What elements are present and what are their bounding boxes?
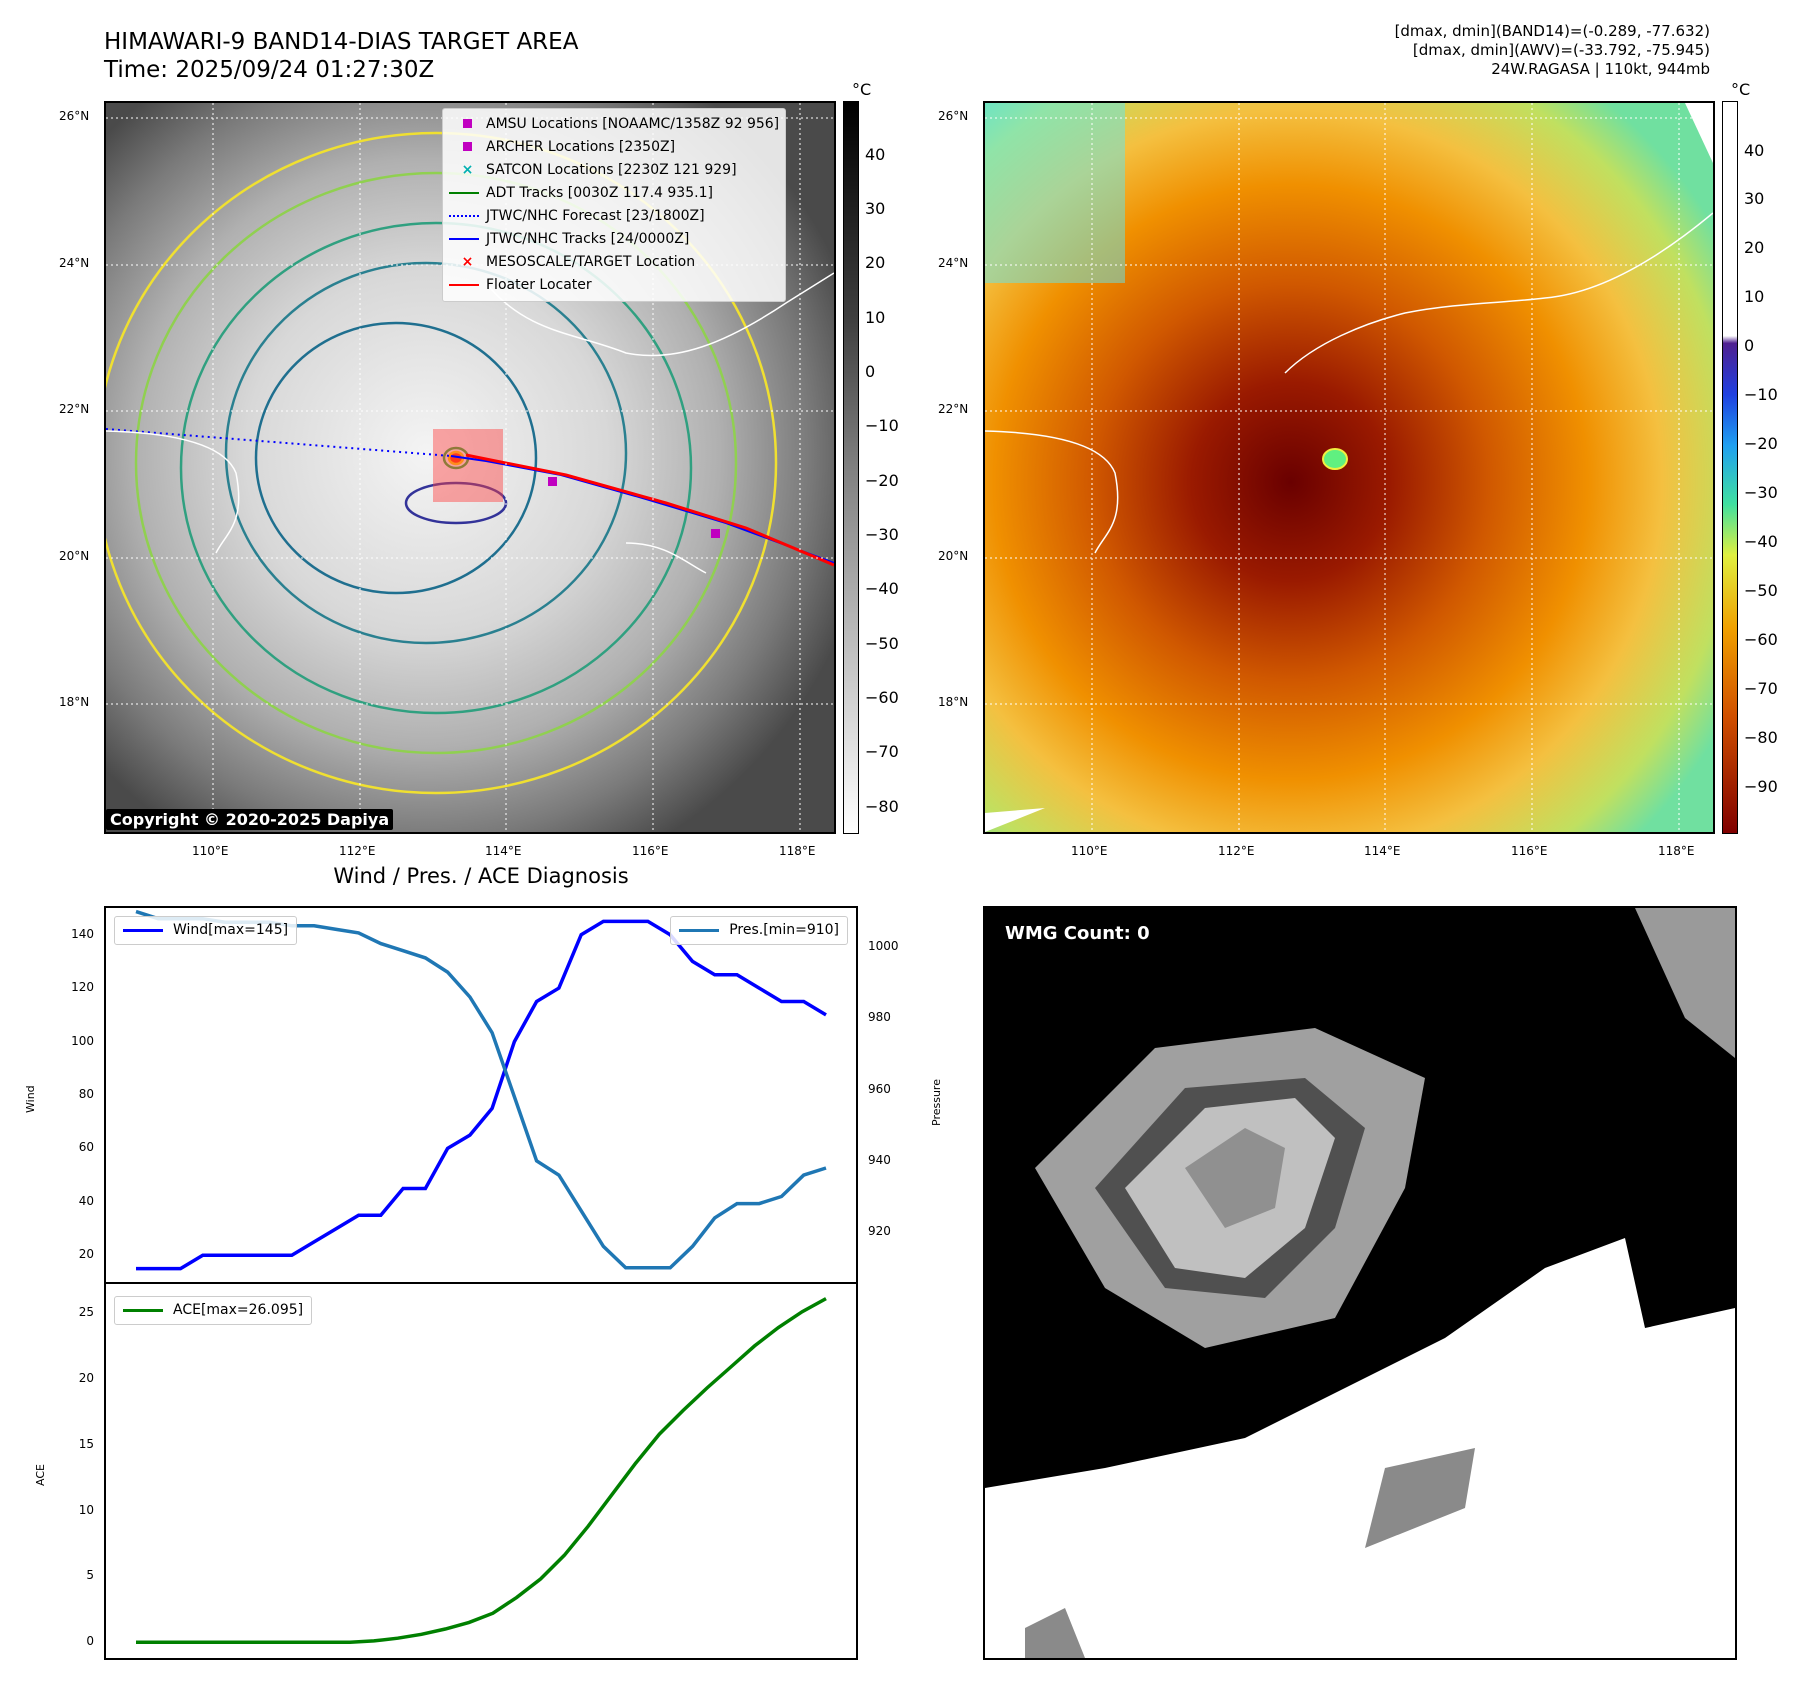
color-ir-map-panel <box>983 101 1715 834</box>
right-colorbar <box>1722 101 1738 834</box>
pressure-series-line <box>135 909 827 1270</box>
legend-item-floater: Floater Locater <box>449 274 779 297</box>
legend-item-forecast: JTWC/NHC Forecast [23/1800Z] <box>449 205 779 228</box>
right-lon-ticks: 110°E 112°E 114°E 116°E 118°E <box>1071 844 1695 858</box>
chart-title: HIMAWARI-9 BAND14-DIAS TARGET AREA Time:… <box>104 28 578 84</box>
left-lon-ticks: 110°E 112°E 114°E 116°E 118°E <box>192 844 816 858</box>
wind-ytick: 140 <box>71 926 94 941</box>
line-dot-icon <box>449 238 479 240</box>
stats-block: [dmax, dmin](BAND14)=(-0.289, -77.632) [… <box>1110 22 1710 79</box>
line-marker-icon <box>449 192 479 194</box>
ace-ytick: 5 <box>86 1568 94 1583</box>
line-marker-icon <box>449 284 479 286</box>
wind-pres-panel: Wind[max=145] Pres.[min=910] <box>104 906 858 1284</box>
ace-ytick: 20 <box>78 1370 94 1385</box>
pres-ytick: 980 <box>868 1010 891 1025</box>
wind-ytick: 20 <box>78 1247 94 1262</box>
wind-ytick: 80 <box>78 1087 94 1101</box>
floater-box <box>433 429 503 502</box>
wind-line-icon <box>123 928 163 932</box>
wind-axis-label: Wind <box>24 1085 37 1113</box>
ace-ytick: 10 <box>78 1502 94 1517</box>
title-line-2: Time: 2025/09/24 01:27:30Z <box>104 57 435 83</box>
white-region <box>985 1238 1735 1658</box>
coastline <box>985 212 1713 554</box>
legend-item-satcon: × SATCON Locations [2230Z 121 929] <box>449 159 779 182</box>
legend-item-tracks: JTWC/NHC Tracks [24/0000Z] <box>449 228 779 251</box>
copyright-label: Copyright © 2020-2025 Dapiya <box>106 809 394 830</box>
stat-line-1: [dmax, dmin](BAND14)=(-0.289, -77.632) <box>1394 22 1710 40</box>
legend-item-archer: ARCHER Locations [2350Z] <box>449 136 779 159</box>
pres-axis-label: Pressure <box>930 1079 943 1126</box>
eye <box>1322 448 1348 470</box>
wind-ytick: 40 <box>78 1193 94 1208</box>
ace-legend: ACE[max=26.095] <box>114 1296 313 1325</box>
wmg-count-label: WMG Count: 0 <box>997 920 1158 947</box>
wind-ytick: 100 <box>71 1033 94 1048</box>
pres-ytick: 960 <box>868 1081 891 1096</box>
ace-ytick: 15 <box>78 1436 94 1451</box>
pres-legend: Pres.[min=910] <box>670 916 848 945</box>
x-marker-icon: × <box>461 254 474 270</box>
pres-ytick: 920 <box>868 1224 891 1239</box>
ace-yticks: 0 5 10 15 20 25 <box>54 1282 98 1660</box>
legend-item-adt: ADT Tracks [0030Z 117.4 935.1] <box>449 182 779 205</box>
pres-yticks: 920 940 960 980 1000 <box>864 906 914 1284</box>
square-marker-icon <box>463 142 472 151</box>
forecast-track <box>106 428 452 457</box>
ace-line-icon <box>123 1308 163 1312</box>
wmg-svg <box>985 908 1735 1658</box>
archer-marker <box>548 477 557 486</box>
legend-item-amsu: AMSU Locations [NOAAMC/1358Z 92 956] <box>449 113 779 136</box>
ace-series-line <box>136 1297 827 1644</box>
legend-item-target: × MESOSCALE/TARGET Location <box>449 251 779 274</box>
wind-legend: Wind[max=145] <box>114 916 298 945</box>
color-ir-map-svg <box>985 103 1713 832</box>
right-colorbar-unit: °C <box>1731 80 1751 99</box>
ir-map-panel: AMSU Locations [NOAAMC/1358Z 92 956] ARC… <box>104 101 836 834</box>
dotted-line-icon <box>449 215 479 217</box>
pres-ytick: 940 <box>868 1152 891 1167</box>
stat-line-2: [dmax, dmin](AWV)=(-33.792, -75.945) <box>1412 41 1710 59</box>
ace-ytick: 25 <box>78 1304 94 1319</box>
coastline <box>106 272 834 574</box>
title-line-1: HIMAWARI-9 BAND14-DIAS TARGET AREA <box>104 29 579 55</box>
ace-axis-label: ACE <box>34 1464 47 1486</box>
map-legend: AMSU Locations [NOAAMC/1358Z 92 956] ARC… <box>442 108 787 302</box>
wind-ytick: 60 <box>78 1140 94 1155</box>
ace-panel: ACE[max=26.095] <box>104 1282 858 1660</box>
wind-yticks: 20 40 60 80 100 120 140 <box>54 906 98 1284</box>
ace-svg <box>136 1297 827 1644</box>
wind-pres-svg <box>135 909 827 1271</box>
wind-series-line <box>136 919 827 1271</box>
x-marker-icon: × <box>461 162 474 178</box>
floater-track <box>465 453 834 567</box>
square-marker-icon <box>463 119 472 128</box>
wind-ytick: 120 <box>71 980 94 995</box>
ace-ytick: 0 <box>86 1634 94 1649</box>
stat-line-3: 24W.RAGASA | 110kt, 944mb <box>1491 60 1710 78</box>
amsu-marker <box>711 529 720 538</box>
left-colorbar-unit: °C <box>852 80 872 99</box>
left-colorbar <box>843 101 859 834</box>
pres-line-icon <box>679 928 720 932</box>
map-gridlines <box>985 103 1713 832</box>
pres-ytick: 1000 <box>868 939 899 954</box>
wmg-panel: WMG Count: 0 <box>983 906 1737 1660</box>
diagnosis-title: Wind / Pres. / ACE Diagnosis <box>333 864 629 888</box>
